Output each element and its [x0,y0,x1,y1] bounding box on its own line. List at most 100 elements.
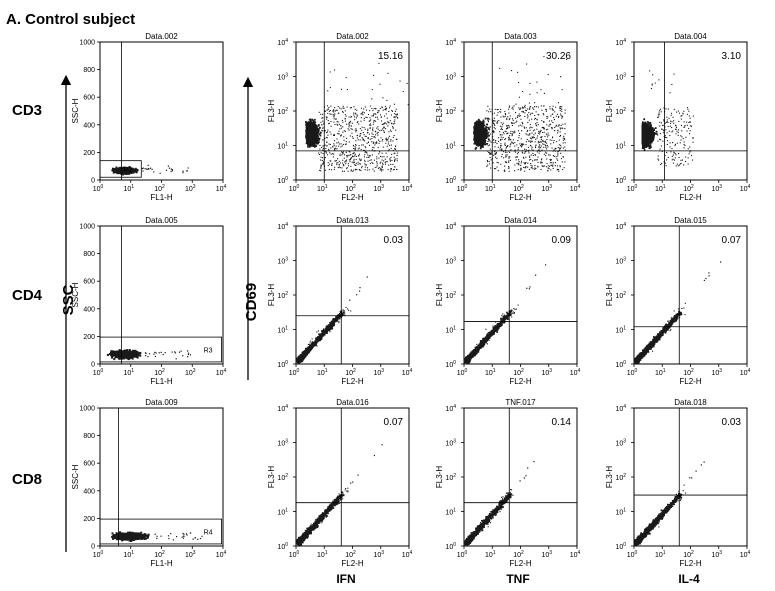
event-dot [313,118,316,121]
y-tick-label: 103 [277,73,288,82]
event-dot [377,128,379,130]
event-dot [386,107,388,109]
event-dot [488,111,490,113]
event-dot [512,106,514,108]
event-dot [499,131,501,133]
event-dot [546,134,548,136]
event-dot [336,109,338,111]
event-dot [353,169,355,171]
event-dot [369,123,371,125]
event-dot [141,168,143,170]
event-dot [333,168,335,170]
event-dot [542,165,544,167]
event-dot [371,89,373,91]
ssc-axis-label: SSC [60,284,77,315]
event-dot [371,154,373,156]
event-dot [340,125,342,127]
scatter-points [305,62,409,172]
event-dot [338,112,340,114]
event-dot [186,170,188,172]
event-dot [319,169,321,171]
event-dot [332,145,334,147]
event-dot [329,143,331,145]
event-dot [348,129,350,131]
event-dot [312,120,315,123]
event-dot [368,156,370,158]
event-dot [336,162,338,164]
event-dot [342,126,344,128]
event-dot [364,146,366,148]
event-dot [557,155,559,157]
event-dot [352,155,354,157]
event-dot [526,134,528,136]
y-tick-label: 200 [83,150,95,157]
event-dot [315,133,318,135]
event-dot [538,152,540,154]
event-dot [559,135,561,137]
event-dot [320,165,322,167]
event-dot [486,165,488,167]
event-dot [557,113,559,115]
event-dot [388,149,390,151]
event-dot [489,157,491,159]
event-dot [346,137,348,139]
event-dot [328,122,330,124]
event-dot [518,161,520,163]
event-dot [486,159,488,161]
x-tick-label: 102 [154,184,165,193]
event-dot [506,151,508,153]
quadrant-percent: 15.16 [378,51,403,62]
event-dot [377,132,379,134]
event-dot [484,143,486,145]
event-dot [396,152,398,154]
event-dot [333,144,335,146]
event-dot [553,119,555,121]
event-dot [359,163,361,165]
event-dot [338,166,340,168]
event-dot [552,167,554,169]
event-dot [358,169,360,171]
x-tick-label: 101 [485,184,496,193]
event-dot [544,144,546,146]
event-dot [368,124,370,126]
x-tick-label: 104 [570,184,581,193]
event-dot [530,112,532,114]
event-dot [350,107,352,109]
event-dot [349,161,351,163]
event-dot [335,145,337,147]
event-dot [182,172,184,174]
event-dot [322,163,324,165]
event-dot [382,146,384,148]
event-dot [536,128,538,130]
event-dot [355,144,357,146]
event-dot [397,117,399,119]
event-dot [509,132,511,134]
event-dot [129,170,132,173]
event-dot [369,138,371,140]
event-dot [350,170,352,172]
event-dot [363,127,365,129]
event-dot [350,120,352,122]
event-dot [346,123,348,125]
event-dot [309,136,312,139]
event-dot [529,156,531,158]
x-tick-label: 102 [345,184,356,193]
event-dot [362,144,364,146]
event-dot [396,160,398,162]
event-dot [563,135,565,137]
event-dot [325,136,327,138]
event-dot [353,161,355,163]
event-dot [353,158,355,160]
event-dot [501,138,503,140]
event-dot [387,169,389,171]
event-dot [168,167,171,169]
event-dot [539,133,541,135]
event-dot [340,127,342,129]
event-dot [317,124,320,127]
event-dot [531,165,533,167]
event-dot [349,135,351,137]
event-dot [532,149,534,151]
event-dot [334,140,336,142]
event-dot [508,166,510,168]
event-dot [518,113,520,115]
